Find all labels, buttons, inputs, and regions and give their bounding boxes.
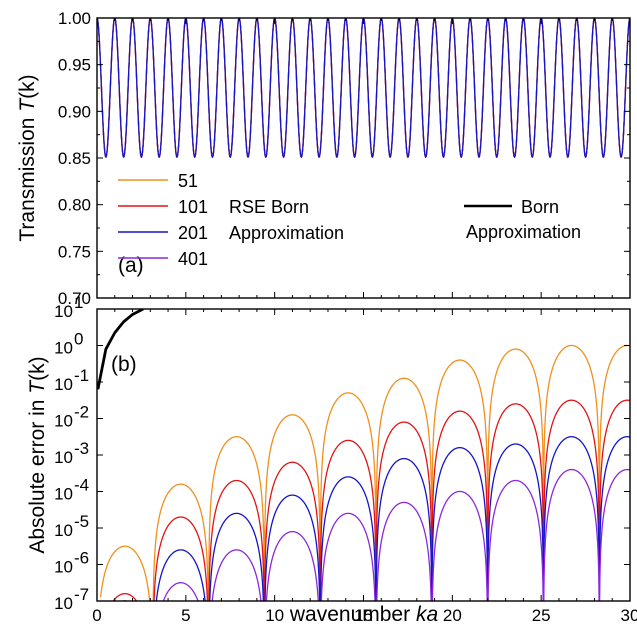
- panel-a-transmission-line: [97, 18, 630, 159]
- panel-b-ytick-exponent: -4: [74, 476, 89, 495]
- panel-a-ytick-label: 0.95: [58, 56, 91, 75]
- panel-b-ytick-label: 10: [54, 302, 73, 321]
- panel-a-ytick-label: 0.80: [58, 196, 91, 215]
- panel-b-ytick-exponent: -1: [74, 366, 89, 385]
- panel-b-born-line: [97, 309, 144, 390]
- panel-b-ytick-label: 10: [54, 594, 73, 613]
- panel-a-ticks: 0.70 0.75 0.80 0.85 0.90 0.95 1.00: [58, 9, 631, 308]
- panel-b-ytick-exponent: -5: [74, 512, 89, 531]
- panel-a-curves: [97, 18, 630, 159]
- panel-b-xtick-label: 0: [92, 606, 101, 625]
- panel-b-xtick-label: 25: [532, 606, 551, 625]
- panel-a-ytick-label: 1.00: [58, 9, 91, 28]
- legend-born-label-2: Approximation: [466, 222, 581, 242]
- panel-b-ytick-label: 10: [54, 485, 73, 504]
- panel-a-transmission-line: [97, 18, 630, 159]
- panel-a-transmission-line: [97, 18, 630, 159]
- legend-born-label-1: Born: [521, 197, 559, 217]
- panel-b-error-line-201: [121, 436, 630, 601]
- panel-b-ytick-label: 10: [54, 521, 73, 540]
- panel-b-xtick-label: 10: [265, 606, 284, 625]
- panel-a-ytick-label: 0.90: [58, 102, 91, 121]
- panel-b-ylabel: Absolute error in T(k): [26, 356, 49, 553]
- panel-a-ytick-label: 0.85: [58, 149, 91, 168]
- panel-a-transmission-line: [97, 18, 630, 159]
- panel-a-ytick-label: 0.70: [58, 289, 91, 308]
- panel-b-xtick-label: 15: [354, 606, 373, 625]
- panel-b-error-line-401: [121, 468, 630, 601]
- panel-b-ytick-label: 10: [54, 339, 73, 358]
- panel-b-ytick-exponent: -2: [74, 403, 89, 422]
- panel-b-xlabel: wavenumber ka: [289, 603, 438, 626]
- panel-b-label: (b): [111, 353, 137, 376]
- panel-b-ytick-exponent: -6: [74, 549, 89, 568]
- panel-b-ytick-label: 10: [54, 375, 73, 394]
- panel-b-error-line-101: [112, 399, 630, 601]
- panel-b-xtick-label: 20: [443, 606, 462, 625]
- panel-b: 10 -710 -610 -510 -410 -310 -210 -110 010 10 5 10 15…: [26, 293, 637, 626]
- legend-label-401: 401: [178, 249, 208, 269]
- legend-group-label-1: RSE Born: [229, 197, 309, 217]
- panel-b-ytick-label: 10: [54, 412, 73, 431]
- panel-b-ytick-exponent: 1: [74, 293, 83, 312]
- legend-label-51: 51: [178, 171, 198, 191]
- panel-b-error-line-51: [99, 344, 630, 601]
- panel-a: 0.70 0.75 0.80 0.85 0.90 0.95 1.00 (a) Transmi…: [16, 9, 631, 308]
- panel-b-xtick-label: 30: [621, 606, 637, 625]
- panel-a-ytick-label: 0.75: [58, 242, 91, 261]
- legend: 51 101 201 401 RSE Born Approximation Bo…: [118, 171, 581, 269]
- panel-b-ticks: 10 -710 -610 -510 -410 -310 -210 -110 010 10 5 10 15…: [54, 293, 637, 625]
- panel-b-xtick-label: 5: [181, 606, 190, 625]
- panel-b-ytick-exponent: -3: [74, 439, 89, 458]
- panel-b-ytick-exponent: 0: [74, 330, 83, 349]
- panel-a-label: (a): [118, 254, 144, 277]
- panel-b-curves: [97, 309, 630, 601]
- legend-label-201: 201: [178, 223, 208, 243]
- panel-b-ytick-exponent: -7: [74, 585, 89, 604]
- panel-b-ytick-label: 10: [54, 448, 73, 467]
- legend-group-label-2: Approximation: [229, 223, 344, 243]
- legend-label-101: 101: [178, 197, 208, 217]
- panel-b-ytick-label: 10: [54, 558, 73, 577]
- panel-a-ylabel: Transmission T(k): [16, 74, 39, 241]
